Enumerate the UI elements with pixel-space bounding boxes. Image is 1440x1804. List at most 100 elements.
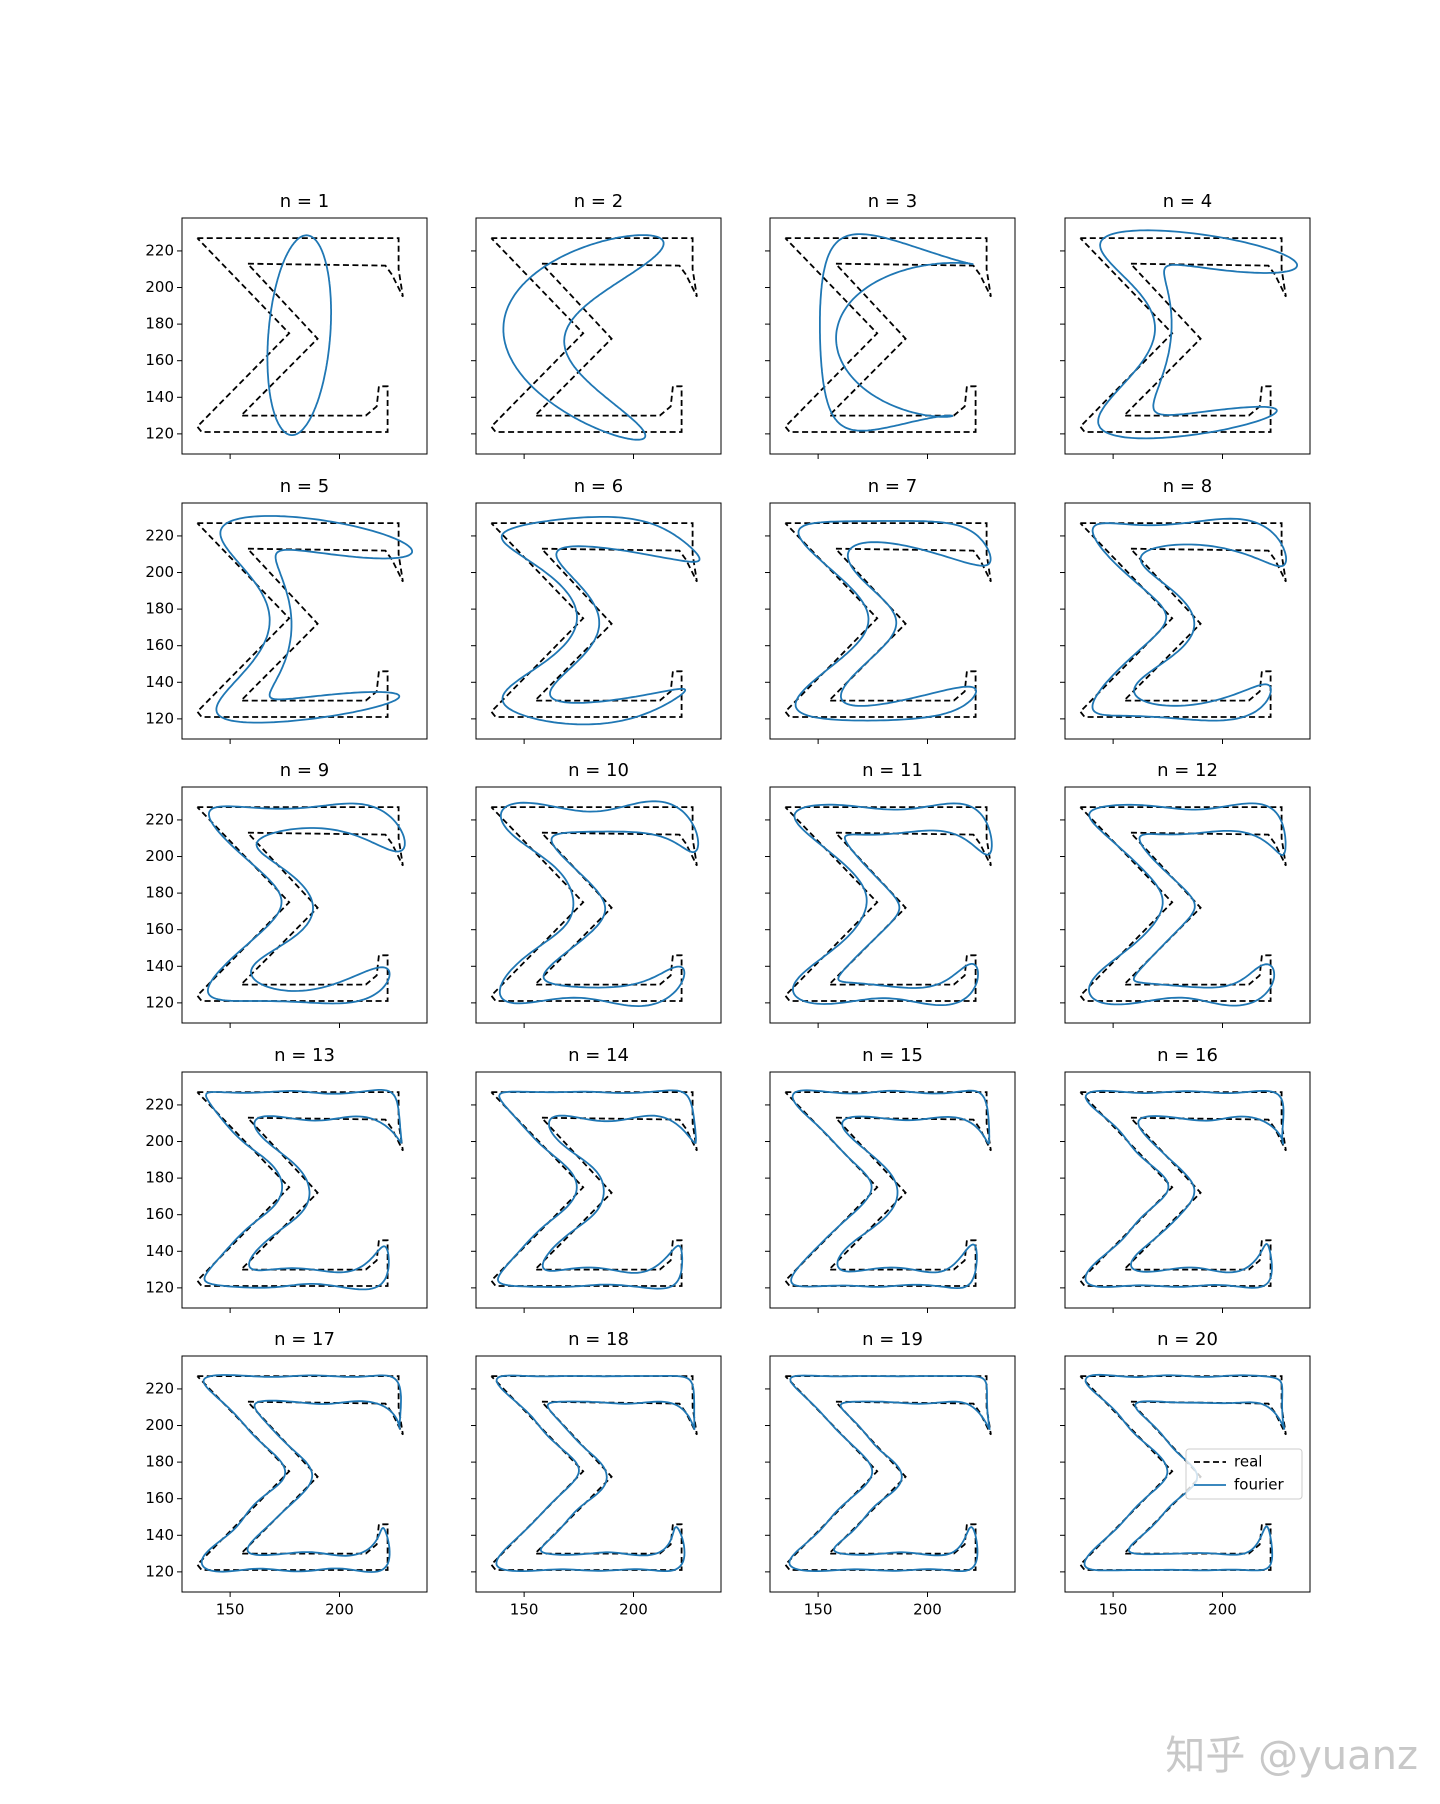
y-tick-label: 140 xyxy=(145,1242,174,1260)
real-outline xyxy=(784,806,992,1002)
y-tick-label: 220 xyxy=(145,241,174,259)
subplot: n = 2 xyxy=(471,191,722,459)
subplot: n = 1 120 140 160 180 200 220 xyxy=(145,191,428,459)
legend-label: fourier xyxy=(1234,1476,1285,1494)
subplot: n = 18 150 200 xyxy=(471,1329,722,1619)
axes-frame xyxy=(181,1071,428,1309)
fourier-curve xyxy=(500,516,701,726)
subplot-title: n = 12 xyxy=(1157,760,1218,781)
subplot: n = 16 xyxy=(1060,1045,1311,1313)
subplot-title: n = 11 xyxy=(862,760,923,781)
x-tick-label: 150 xyxy=(510,1601,539,1619)
axes-frame xyxy=(181,502,428,740)
real-outline xyxy=(1079,522,1287,718)
subplot: n = 14 xyxy=(471,1045,722,1313)
real-outline xyxy=(784,1091,992,1287)
y-tick-label: 180 xyxy=(145,1169,174,1187)
subplot-title: n = 10 xyxy=(568,760,629,781)
axes-frame xyxy=(475,1355,722,1593)
subplot-title: n = 2 xyxy=(574,191,623,212)
y-tick-label: 200 xyxy=(145,563,174,581)
subplot-title: n = 13 xyxy=(274,1045,335,1066)
real-outline xyxy=(490,806,698,1002)
subplot-title: n = 4 xyxy=(1163,191,1212,212)
axes-frame xyxy=(1064,1355,1311,1593)
y-tick-label: 120 xyxy=(145,1278,174,1296)
y-tick-label: 220 xyxy=(145,526,174,544)
fourier-curve xyxy=(790,1089,991,1290)
subplot-title: n = 20 xyxy=(1157,1329,1218,1350)
y-tick-label: 180 xyxy=(145,315,174,333)
real-outline xyxy=(196,237,404,433)
subplot: n = 3 xyxy=(765,191,1016,459)
subplot: n = 19 150 200 xyxy=(765,1329,1016,1619)
subplot: n = 5 120 140 160 180 200 220 xyxy=(145,476,428,744)
subplot: n = 15 xyxy=(765,1045,1016,1313)
subplot-title: n = 16 xyxy=(1157,1045,1218,1066)
subplot-title: n = 14 xyxy=(568,1045,629,1066)
y-tick-label: 180 xyxy=(145,1453,174,1471)
subplot: n = 12 xyxy=(1060,760,1311,1028)
fourier-curve xyxy=(1088,802,1287,1007)
axes-frame xyxy=(475,502,722,740)
subplot: n = 6 xyxy=(471,476,722,744)
fourier-curve xyxy=(498,800,700,1008)
subplot: n = 7 xyxy=(765,476,1016,744)
subplot: n = 20 150 200 real fourier xyxy=(1060,1329,1311,1619)
axes-frame xyxy=(1064,786,1311,1024)
subplot: n = 13 120 140 160 180 200 220 xyxy=(145,1045,428,1313)
x-tick-label: 200 xyxy=(325,1601,354,1619)
watermark: 知乎 @yuanz xyxy=(1165,1733,1418,1779)
fourier-curve xyxy=(495,1374,696,1572)
subplot: n = 4 xyxy=(1060,191,1311,459)
fourier-curve xyxy=(794,520,992,722)
y-tick-label: 180 xyxy=(145,884,174,902)
fourier-curve xyxy=(1091,517,1287,722)
x-tick-label: 150 xyxy=(804,1601,833,1619)
real-outline xyxy=(784,522,992,718)
axes-frame xyxy=(769,786,1016,1024)
real-outline xyxy=(1079,1091,1287,1287)
axes-frame xyxy=(1064,1071,1311,1309)
real-outline xyxy=(490,522,698,718)
real-outline xyxy=(196,522,404,718)
subplot-title: n = 1 xyxy=(280,191,329,212)
legend: real fourier xyxy=(1185,1448,1303,1500)
y-tick-label: 160 xyxy=(145,1489,174,1507)
y-tick-label: 120 xyxy=(145,993,174,1011)
axes-frame xyxy=(475,786,722,1024)
subplot-title: n = 18 xyxy=(568,1329,629,1350)
y-tick-label: 140 xyxy=(145,957,174,975)
x-tick-label: 200 xyxy=(619,1601,648,1619)
subplot-title: n = 3 xyxy=(868,191,917,212)
subplot-title: n = 17 xyxy=(274,1329,335,1350)
real-outline xyxy=(490,237,698,433)
y-tick-label: 180 xyxy=(145,600,174,618)
real-outline xyxy=(196,1375,404,1571)
axes-frame xyxy=(769,1355,1016,1593)
fourier-curve xyxy=(206,802,406,1005)
axes-frame xyxy=(769,1071,1016,1309)
fourier-curve xyxy=(203,1089,403,1291)
subplot: n = 10 xyxy=(471,760,722,1028)
subplot: n = 11 xyxy=(765,760,1016,1028)
y-tick-label: 200 xyxy=(145,847,174,865)
y-tick-label: 200 xyxy=(145,278,174,296)
subplot: n = 9 120 140 160 180 200 220 xyxy=(145,760,428,1028)
y-tick-label: 120 xyxy=(145,709,174,727)
fourier-curve xyxy=(1083,1373,1286,1572)
real-outline xyxy=(196,806,404,1002)
real-outline xyxy=(196,1091,404,1287)
axes-frame xyxy=(769,502,1016,740)
y-tick-label: 140 xyxy=(145,1526,174,1544)
y-tick-label: 160 xyxy=(145,920,174,938)
fourier-curve xyxy=(788,1374,991,1572)
subplot-title: n = 5 xyxy=(280,476,329,497)
axes-frame xyxy=(475,217,722,455)
fourier-curve xyxy=(819,233,974,432)
y-tick-label: 140 xyxy=(145,388,174,406)
subplot: n = 17 120 140 160 180 200 220 150 200 xyxy=(145,1329,428,1619)
fourier-curve xyxy=(266,234,332,436)
